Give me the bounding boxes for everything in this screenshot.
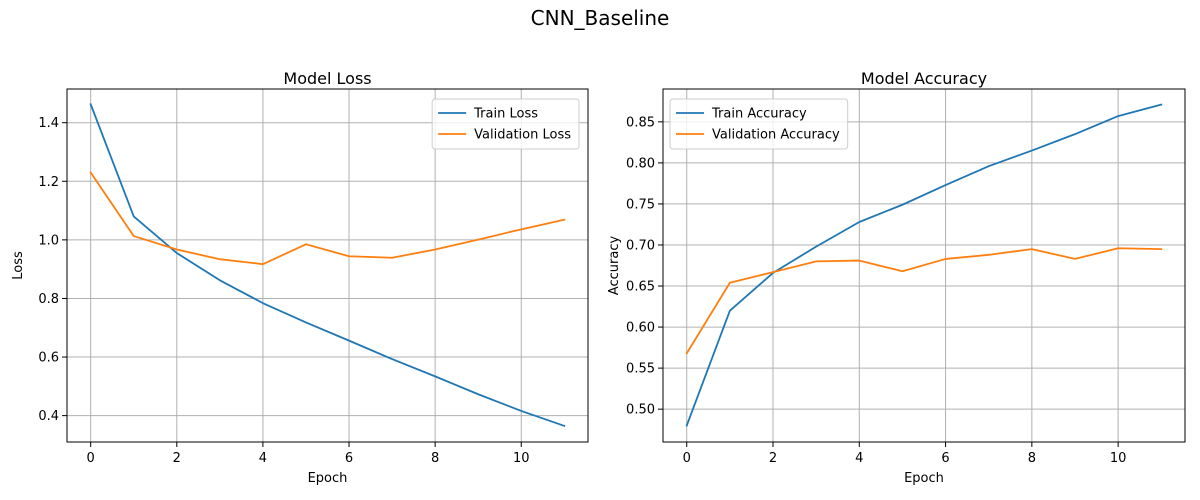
loss-ytick-label-3: 1.0 <box>38 233 59 248</box>
loss-ytick-label-5: 1.4 <box>38 116 59 131</box>
accuracy-x-axis-label: Epoch <box>904 471 944 486</box>
accuracy-legend-label-0: Train Accuracy <box>711 107 807 122</box>
accuracy-xtick-label-4: 8 <box>1028 451 1036 466</box>
accuracy-series-0-line <box>685 103 1163 427</box>
accuracy-chart-title: Model Accuracy <box>861 69 987 88</box>
accuracy-xtick-label-0: 0 <box>683 451 691 466</box>
loss-ytick-label-2: 0.8 <box>38 292 59 307</box>
accuracy-chart: 0 2 4 6 8 10 0.50 0.55 0.60 0.65 0.70 0.75 0.80 0.85 M… <box>607 69 1186 486</box>
loss-xtick-label-2: 4 <box>259 451 267 466</box>
accuracy-y-axis-label: Accuracy <box>607 236 622 296</box>
loss-y-axis-label: Loss <box>11 251 26 280</box>
loss-xtick-label-0: 0 <box>87 451 95 466</box>
accuracy-ytick-label-5: 0.75 <box>626 197 655 212</box>
loss-xtick-label-3: 6 <box>345 451 353 466</box>
loss-ytick-label-1: 0.6 <box>38 351 59 366</box>
accuracy-ytick-label-1: 0.55 <box>626 362 655 377</box>
accuracy-xtick-label-3: 6 <box>941 451 949 466</box>
accuracy-legend-label-1: Validation Accuracy <box>712 128 840 143</box>
accuracy-ytick-label-6: 0.80 <box>626 156 655 171</box>
loss-xtick-label-4: 8 <box>431 451 439 466</box>
loss-xtick-label-1: 2 <box>173 451 181 466</box>
loss-ytick-label-4: 1.2 <box>38 175 59 190</box>
accuracy-series-1-line <box>685 247 1163 355</box>
loss-x-axis-label: Epoch <box>308 471 348 486</box>
loss-ytick-label-0: 0.4 <box>38 409 59 424</box>
loss-chart-title: Model Loss <box>283 69 371 88</box>
loss-legend-frame <box>431 98 580 150</box>
figure-title: CNN_Baseline <box>531 6 670 30</box>
loss-xtick-label-5: 10 <box>513 451 530 466</box>
accuracy-ytick-label-0: 0.50 <box>626 403 655 418</box>
accuracy-legend: Train Accuracy Validation Accuracy <box>669 98 849 150</box>
loss-legend: Train Loss Validation Loss <box>431 98 580 150</box>
accuracy-legend-frame <box>669 98 849 150</box>
accuracy-xtick-label-5: 10 <box>1110 451 1127 466</box>
accuracy-xtick-label-1: 2 <box>769 451 777 466</box>
accuracy-ytick-label-3: 0.65 <box>626 280 655 295</box>
loss-legend-label-0: Train Loss <box>473 107 538 122</box>
accuracy-axes-frame <box>662 88 1186 443</box>
loss-axes-frame <box>66 88 589 443</box>
accuracy-ytick-label-2: 0.60 <box>626 321 655 336</box>
loss-series-1-line <box>89 171 566 266</box>
accuracy-xtick-label-2: 4 <box>855 451 863 466</box>
loss-chart: 0 2 4 6 8 10 0.4 0.6 0.8 1.0 1.2 1.4 Model Loss Epoch… <box>11 69 589 486</box>
accuracy-ytick-label-4: 0.70 <box>626 238 655 253</box>
loss-legend-label-1: Validation Loss <box>474 128 571 143</box>
accuracy-ytick-label-7: 0.85 <box>626 115 655 130</box>
